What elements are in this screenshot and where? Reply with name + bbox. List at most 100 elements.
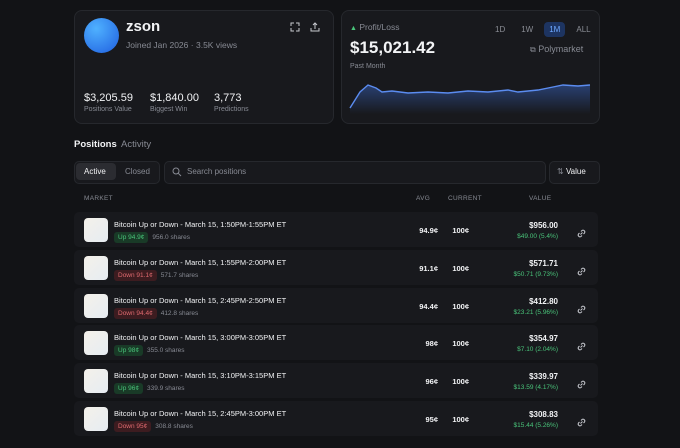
- range-tab[interactable]: 1W: [521, 25, 534, 34]
- shares: 956.0 shares: [152, 234, 190, 241]
- column-header[interactable]: AVG: [416, 195, 431, 202]
- side-badge: Down 91.1¢: [114, 270, 157, 281]
- pnl-period: Past Month: [350, 63, 386, 70]
- shares: 571.7 shares: [160, 272, 199, 279]
- search-icon: [172, 167, 182, 177]
- position-value: $339.97: [529, 372, 558, 381]
- avatar: [84, 18, 119, 53]
- range-tab[interactable]: 1D: [495, 25, 506, 34]
- current-price: 100¢: [452, 264, 469, 273]
- stat-value: $1,840.00: [150, 92, 199, 104]
- sort-text: Value: [565, 167, 586, 176]
- sort-button[interactable]: [549, 161, 600, 184]
- position-value: $956.00: [529, 221, 558, 230]
- position-row[interactable]: Bitcoin Up or Down - March 15, 3:10PM-3:…: [74, 363, 598, 398]
- pnl-source: ⧉ Polymarket: [530, 44, 584, 54]
- link-icon[interactable]: [577, 376, 586, 389]
- avg-price: 91.1¢: [419, 264, 438, 273]
- current-price: 100¢: [452, 302, 469, 311]
- stat-label: Predictions: [214, 106, 249, 113]
- market-title[interactable]: Bitcoin Up or Down - March 15, 3:00PM-3:…: [114, 333, 287, 342]
- position-pnl: $50.71 (9.73%): [513, 271, 558, 278]
- link-icon[interactable]: [577, 225, 586, 238]
- market-sub: Down 91.1¢ 571.7 shares: [114, 270, 198, 281]
- side-badge: Up 96¢: [114, 383, 143, 394]
- tab[interactable]: Positions: [74, 139, 117, 150]
- stat-label: Positions Value: [84, 106, 132, 113]
- avg-price: 94.4¢: [419, 302, 438, 311]
- shares: 355.0 shares: [146, 347, 185, 354]
- stat-value: 3,773: [214, 92, 242, 104]
- pnl-value: $15,021.42: [350, 38, 436, 57]
- market-thumb: [84, 369, 108, 393]
- link-icon[interactable]: [577, 263, 586, 276]
- profile-meta: Joined Jan 2026 · 3.5K views: [126, 40, 237, 50]
- position-value: $571.71: [529, 259, 558, 268]
- current-price: 100¢: [452, 339, 469, 348]
- current-price: 100¢: [452, 226, 469, 235]
- avg-price: 98¢: [425, 339, 438, 348]
- market-title[interactable]: Bitcoin Up or Down - March 15, 2:45PM-3:…: [114, 409, 287, 418]
- shares: 412.8 shares: [160, 310, 199, 317]
- market-thumb: [84, 256, 108, 280]
- position-row[interactable]: Bitcoin Up or Down - March 15, 1:55PM-2:…: [74, 250, 598, 285]
- market-thumb: [84, 331, 108, 355]
- joined: Joined Jan 2026: [126, 40, 189, 50]
- link-icon[interactable]: [577, 301, 586, 314]
- filter-active-bg: [76, 163, 116, 180]
- expand-icon[interactable]: [290, 22, 300, 32]
- search-box[interactable]: [164, 161, 546, 184]
- market-thumb: [84, 294, 108, 318]
- side-badge: Down 95¢: [114, 421, 152, 432]
- position-pnl: $7.10 (2.04%): [517, 346, 558, 353]
- search-placeholder: Search positions: [187, 167, 247, 176]
- filter-tab[interactable]: Closed: [125, 167, 150, 176]
- side-badge: Up 94.9¢: [114, 232, 149, 243]
- source-name: Polymarket: [538, 44, 584, 54]
- link-icon[interactable]: [577, 338, 586, 351]
- position-value: $412.80: [529, 297, 558, 306]
- position-pnl: $15.44 (5.26%): [513, 422, 558, 429]
- market-thumb: [84, 407, 108, 431]
- filter-tab[interactable]: Active: [84, 167, 106, 176]
- avg-price: 95¢: [425, 415, 438, 424]
- market-title[interactable]: Bitcoin Up or Down - March 15, 1:55PM-2:…: [114, 258, 287, 267]
- position-row[interactable]: Bitcoin Up or Down - March 15, 1:50PM-1:…: [74, 212, 598, 247]
- position-row[interactable]: Bitcoin Up or Down - March 15, 3:00PM-3:…: [74, 325, 598, 360]
- range-tab[interactable]: ALL: [576, 25, 591, 34]
- position-pnl: $23.21 (5.96%): [513, 309, 558, 316]
- position-value: $308.83: [529, 410, 558, 419]
- range-tab[interactable]: 1M: [544, 22, 566, 37]
- stat-value: $3,205.59: [84, 92, 133, 104]
- share-icon[interactable]: [310, 22, 320, 32]
- position-pnl: $49.00 (5.4%): [517, 233, 558, 240]
- market-sub: Up 98¢ 355.0 shares: [114, 345, 185, 356]
- side-badge: Down 94.4¢: [114, 308, 157, 319]
- current-price: 100¢: [452, 415, 469, 424]
- range-tabs: 1D 1W 1M ALL: [484, 19, 596, 37]
- position-row[interactable]: Bitcoin Up or Down - March 15, 2:45PM-2:…: [74, 288, 598, 323]
- tab[interactable]: Activity: [121, 139, 152, 150]
- shares: 308.8 shares: [155, 423, 193, 430]
- sort-label: ⇅ Value: [557, 167, 586, 176]
- side-badge: Up 98¢: [114, 345, 143, 356]
- position-value: $354.97: [529, 334, 558, 343]
- separator: ·: [190, 40, 194, 50]
- avg-price: 94.9¢: [419, 226, 438, 235]
- column-header[interactable]: VALUE: [529, 195, 552, 202]
- market-title[interactable]: Bitcoin Up or Down - March 15, 3:10PM-3:…: [114, 371, 287, 380]
- market-title[interactable]: Bitcoin Up or Down - March 15, 2:45PM-2:…: [114, 296, 287, 305]
- column-header[interactable]: MARKET: [84, 195, 113, 202]
- position-row[interactable]: Bitcoin Up or Down - March 15, 2:45PM-3:…: [74, 401, 598, 436]
- market-sub: Down 95¢ 308.8 shares: [114, 421, 193, 432]
- stat-label: Biggest Win: [150, 106, 188, 113]
- market-title[interactable]: Bitcoin Up or Down - March 15, 1:50PM-1:…: [114, 220, 287, 229]
- pnl-sparkline: [349, 84, 591, 114]
- position-pnl: $13.59 (4.17%): [513, 384, 558, 391]
- current-price: 100¢: [452, 377, 469, 386]
- link-icon[interactable]: [577, 414, 586, 427]
- avg-price: 96¢: [425, 377, 438, 386]
- column-header[interactable]: CURRENT: [448, 195, 482, 202]
- market-sub: Down 94.4¢ 412.8 shares: [114, 308, 198, 319]
- market-sub: Up 94.9¢ 956.0 shares: [114, 232, 190, 243]
